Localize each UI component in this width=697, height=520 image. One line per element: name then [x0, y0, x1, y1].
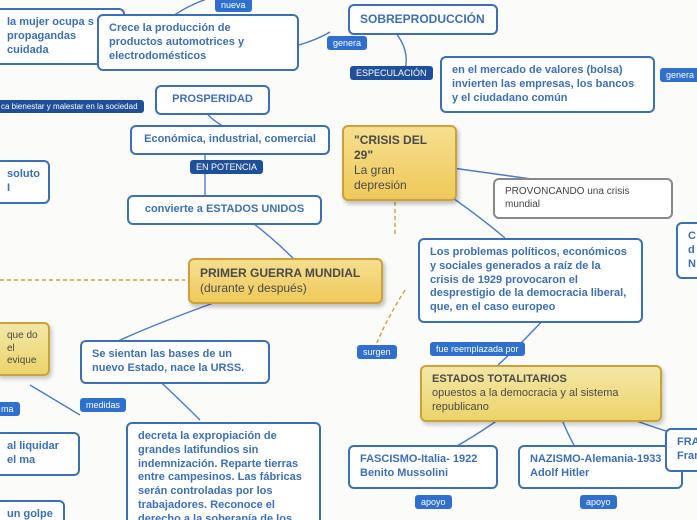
node-totalitarios: ESTADOS TOTALITARIOS opuestos a la democ…: [420, 365, 662, 422]
txt: que do el evique: [7, 330, 38, 366]
node-crece-prod: Crece la producción de productos automot…: [97, 14, 299, 71]
txt: Se sientan las bases de un nuevo Estado,…: [92, 348, 244, 374]
node-cdn: C d N: [676, 222, 697, 279]
txt: PROVONCANDO una crisis mundial: [505, 186, 629, 210]
node-golpe: un golpe: [0, 500, 65, 520]
tag-bienestar: ca bienestar y malestar en la sociedad: [0, 100, 144, 113]
node-franq: FRAI Fran: [665, 428, 697, 472]
txt: FRAI Fran: [677, 436, 697, 462]
node-crisis29: "CRISIS DEL 29" La gran depresión: [342, 125, 457, 201]
txt: Crece la producción de productos automot…: [109, 22, 244, 62]
node-convierte: convierte a ESTADOS UNIDOS: [127, 195, 322, 225]
txt: Los problemas políticos, económicos y so…: [430, 246, 627, 313]
node-chevique: que do el evique: [0, 322, 50, 376]
txt: al liquidar el ma: [7, 440, 59, 466]
tag-enpotencia: EN POTENCIA: [190, 160, 263, 174]
node-liquidar: al liquidar el ma: [0, 432, 80, 476]
tag-genera1: genera: [327, 36, 367, 50]
t: PRIMER GUERRA MUNDIAL: [200, 266, 360, 280]
node-econ-ind: Económica, industrial, comercial: [130, 125, 330, 155]
s: opuestos a la democracia y al sistema re…: [432, 387, 618, 413]
tag-apoyo2: apoyo: [580, 495, 617, 509]
tag-medidas: medidas: [80, 398, 126, 412]
node-decreta: decreta la expropiación de grandes latif…: [126, 422, 321, 520]
tag-reemplazada: fue reemplazada por: [430, 342, 525, 356]
txt: en el mercado de valores (bolsa) inviert…: [452, 64, 634, 104]
node-prosperidad: PROSPERIDAD: [155, 85, 270, 115]
txt: FASCISMO-Italia- 1922 Benito Mussolini: [360, 453, 477, 479]
node-urss: Se sientan las bases de un nuevo Estado,…: [80, 340, 270, 384]
txt: PROSPERIDAD: [172, 93, 253, 105]
node-pgm: PRIMER GUERRA MUNDIAL (durante y después…: [188, 258, 383, 304]
tag-apoyo1: apoyo: [415, 495, 452, 509]
txt: SOBREPRODUCCIÓN: [360, 12, 485, 26]
txt: convierte a ESTADOS UNIDOS: [145, 203, 304, 215]
s: (durante y después): [200, 281, 307, 295]
txt: decreta la expropiación de grandes latif…: [138, 430, 302, 520]
tag-ma: ma: [0, 402, 20, 416]
txt: un golpe: [7, 508, 53, 520]
node-provocando: PROVONCANDO una crisis mundial: [493, 178, 673, 219]
txt: C d N: [688, 230, 696, 270]
tag-genera2: genera: [660, 68, 697, 82]
node-problemas: Los problemas políticos, económicos y so…: [418, 238, 643, 323]
t: "CRISIS DEL 29": [354, 133, 427, 162]
node-absoluto: soluto I: [0, 160, 50, 204]
t: ESTADOS TOTALITARIOS: [432, 373, 567, 385]
txt: NAZISMO-Alemania-1933 Adolf Hitler: [530, 453, 661, 479]
txt: la mujer ocupa s propagandas cuidada: [7, 16, 94, 56]
node-fascismo: FASCISMO-Italia- 1922 Benito Mussolini: [348, 445, 498, 489]
tag-surgen: surgen: [357, 345, 397, 359]
txt: soluto I: [7, 168, 40, 194]
node-mercado: en el mercado de valores (bolsa) inviert…: [440, 56, 655, 113]
txt: Económica, industrial, comercial: [144, 133, 316, 145]
node-sobreproduccion: SOBREPRODUCCIÓN: [348, 4, 498, 35]
tag-nueva: nueva: [215, 0, 252, 12]
tag-especulacion: ESPECULACIÓN: [350, 66, 433, 80]
s: La gran depresión: [354, 163, 407, 192]
node-nazismo: NAZISMO-Alemania-1933 Adolf Hitler: [518, 445, 683, 489]
